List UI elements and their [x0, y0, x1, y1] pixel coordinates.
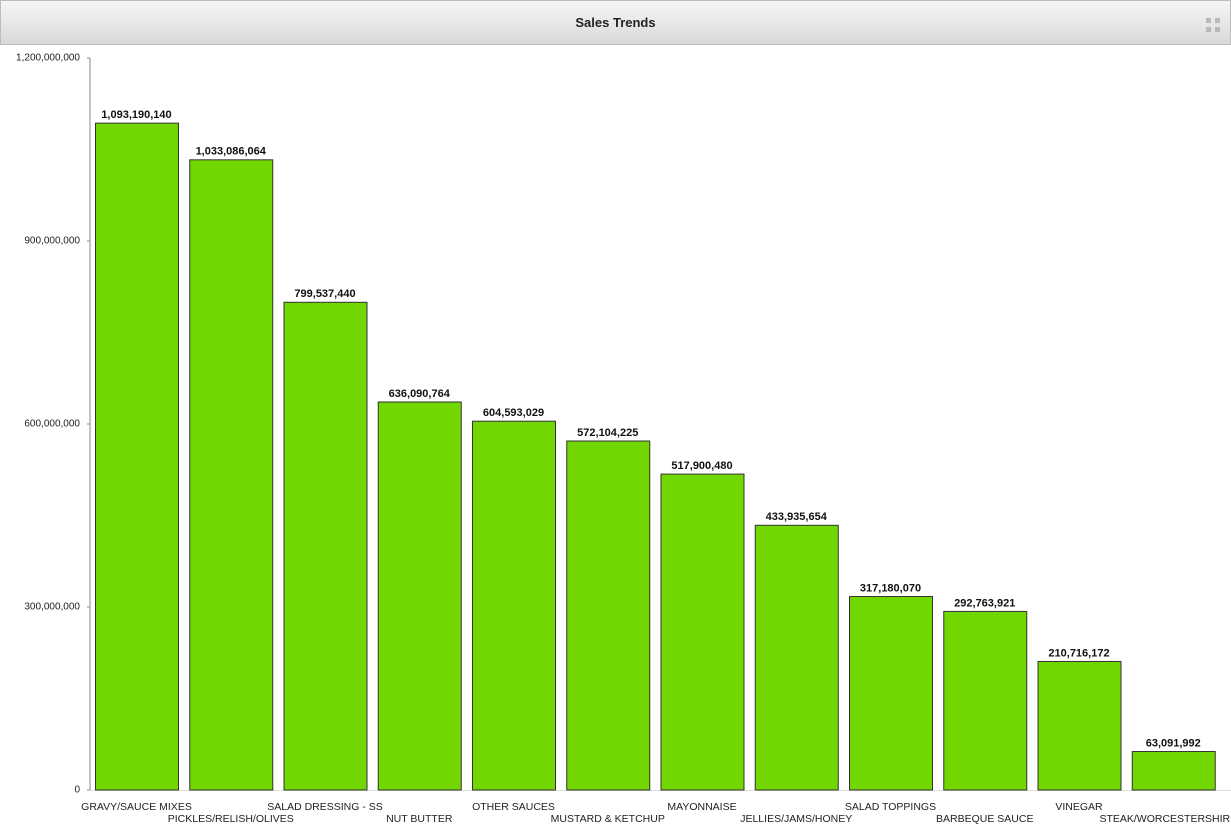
x-tick-label: MAYONNAISE [667, 801, 736, 813]
bar [849, 596, 933, 791]
panel-header: Sales Trends [0, 0, 1231, 45]
x-tick-label: SALAD DRESSING - SS [267, 801, 383, 813]
value-label: 63,091,992 [1146, 737, 1201, 749]
bar [377, 401, 462, 791]
bar [566, 440, 651, 791]
x-tick-label: MUSTARD & KETCHUP [551, 813, 665, 825]
value-label: 517,900,480 [671, 460, 732, 472]
x-tick-label: SALAD TOPPINGS [845, 801, 936, 813]
x-tick-label: BARBEQUE SAUCE [936, 813, 1033, 825]
bar [754, 524, 839, 791]
bar [1131, 751, 1216, 791]
x-tick-label: PICKLES/RELISH/OLIVES [168, 813, 294, 825]
y-tick-label: 900,000,000 [24, 236, 80, 247]
y-tick-label: 1,200,000,000 [16, 53, 80, 64]
bar [943, 610, 1028, 791]
value-label: 604,593,029 [483, 407, 544, 419]
bar [189, 159, 274, 791]
value-label: 572,104,225 [577, 427, 638, 439]
y-tick-label: 0 [74, 785, 80, 796]
x-tick-label: OTHER SAUCES [472, 801, 555, 813]
bar [472, 420, 556, 791]
value-label: 1,033,086,064 [196, 146, 267, 158]
value-label: 433,935,654 [766, 511, 828, 523]
bar [283, 301, 368, 791]
value-label: 1,093,190,140 [101, 109, 171, 121]
x-tick-label: JELLIES/JAMS/HONEY [740, 813, 852, 825]
expand-icon[interactable] [1206, 18, 1220, 32]
x-tick-label: NUT BUTTER [386, 813, 453, 825]
bar [1037, 660, 1122, 791]
x-tick-label: VINEGAR [1055, 801, 1103, 813]
chart: 0 300,000,000 600,000,000 900,000,000 1,200,… [16, 53, 1231, 825]
bar [95, 122, 179, 791]
bar [660, 473, 745, 791]
y-tick-label: 300,000,000 [24, 602, 80, 613]
value-label: 317,180,070 [860, 582, 921, 594]
value-label: 210,716,172 [1048, 647, 1109, 659]
value-label: 799,537,440 [294, 288, 355, 300]
value-label: 636,090,764 [389, 388, 451, 400]
value-label: 292,763,921 [954, 597, 1015, 609]
chart-title: Sales Trends [575, 15, 656, 30]
x-tick-label: GRAVY/SAUCE MIXES [81, 801, 192, 813]
x-tick-label: STEAK/WORCESTERSHIRE S [1099, 813, 1231, 825]
y-tick-label: 600,000,000 [24, 419, 80, 430]
